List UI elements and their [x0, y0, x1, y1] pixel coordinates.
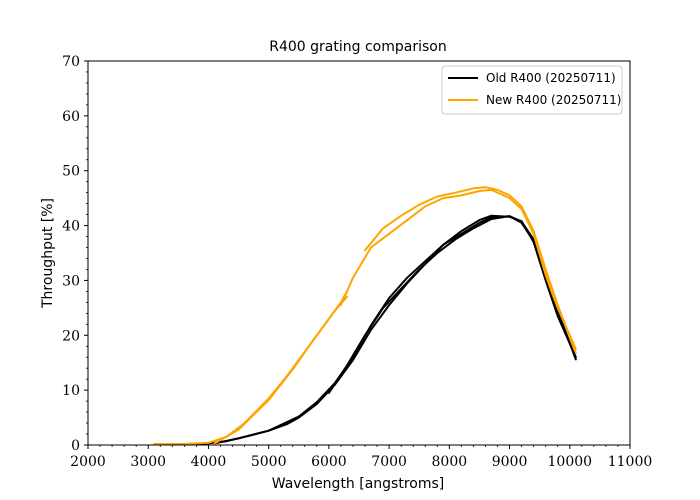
legend-label-old: Old R400 (20250711)	[486, 71, 616, 85]
x-tick-label: 11000	[608, 454, 653, 470]
chart-title: R400 grating comparison	[269, 39, 446, 55]
y-tick-label: 70	[62, 54, 80, 70]
y-tick-label: 60	[62, 109, 80, 125]
x-tick-label: 8000	[432, 454, 468, 470]
y-tick-label: 10	[62, 383, 80, 399]
plot-lines	[153, 186, 577, 446]
x-tick-label: 7000	[371, 454, 407, 470]
series-0-line-1	[213, 215, 577, 445]
y-tick-label: 20	[62, 328, 80, 344]
series-1-line-2	[339, 188, 577, 350]
plot-frame	[87, 60, 631, 446]
series-1-line-1	[213, 290, 348, 445]
y-axis-label: Throughput [%]	[40, 198, 56, 309]
x-tick-label: 5000	[251, 454, 287, 470]
x-tick-label: 9000	[492, 454, 528, 470]
x-axis-label: Wavelength [angstroms]	[272, 476, 445, 492]
x-tick-label: 3000	[130, 454, 166, 470]
x-tick-label: 4000	[191, 454, 227, 470]
x-tick-label: 10000	[548, 454, 593, 470]
series-0-line-2	[327, 215, 532, 394]
y-tick-label: 0	[71, 438, 80, 454]
y-tick-label: 40	[62, 219, 80, 235]
series-1-line-0	[153, 295, 348, 446]
legend-box	[441, 65, 623, 115]
x-tick-label: 2000	[70, 454, 106, 470]
x-axis: 2000 3000 4000 5000 6000 7000 8000 9000 10000 110…	[70, 445, 652, 470]
legend: Old R400 (20250711) New R400 (20250711)	[441, 65, 623, 115]
y-tick-label: 50	[62, 164, 80, 180]
x-tick-label: 6000	[311, 454, 347, 470]
series-1-line-3	[364, 186, 577, 354]
y-tick-label: 30	[62, 273, 80, 289]
y-axis: 0 10 20 30 40 50 60 70	[62, 54, 88, 454]
legend-label-new: New R400 (20250711)	[486, 93, 622, 107]
